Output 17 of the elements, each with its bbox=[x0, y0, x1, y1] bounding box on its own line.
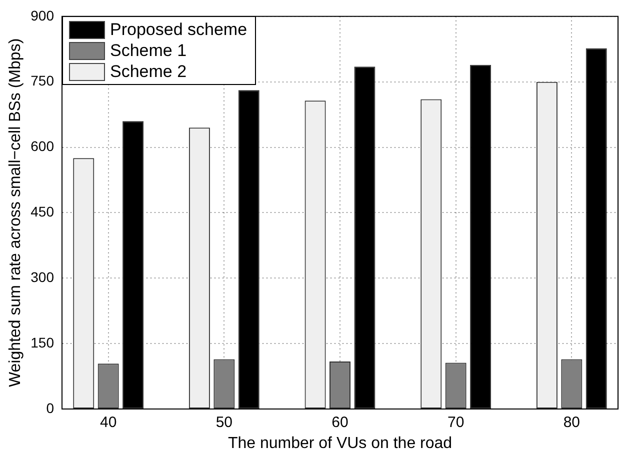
legend: Proposed scheme Scheme 1 Scheme 2 bbox=[62, 16, 256, 86]
x-tick-label: 40 bbox=[100, 414, 117, 432]
y-axis-title: Weighted sum rate across small−cell BSs (Mbps) bbox=[7, 38, 24, 388]
y-tick-label: 0 bbox=[46, 400, 54, 416]
legend-label: Scheme 1 bbox=[110, 40, 187, 61]
y-tick-label: 150 bbox=[30, 334, 54, 350]
x-axis-title: The number of VUs on the road bbox=[228, 434, 452, 452]
x-tick-label: 70 bbox=[447, 414, 464, 432]
legend-label: Proposed scheme bbox=[110, 20, 248, 40]
y-tick-label: 750 bbox=[30, 72, 54, 89]
y-tick-label: 450 bbox=[30, 204, 54, 220]
x-tick-label: 60 bbox=[332, 414, 348, 432]
y-tick-label: 600 bbox=[30, 138, 54, 154]
y-tick-label: 900 bbox=[30, 7, 54, 24]
y-tick-label: 300 bbox=[30, 268, 54, 285]
x-tick-label: 80 bbox=[563, 414, 580, 432]
x-tick-label: 50 bbox=[216, 414, 233, 432]
